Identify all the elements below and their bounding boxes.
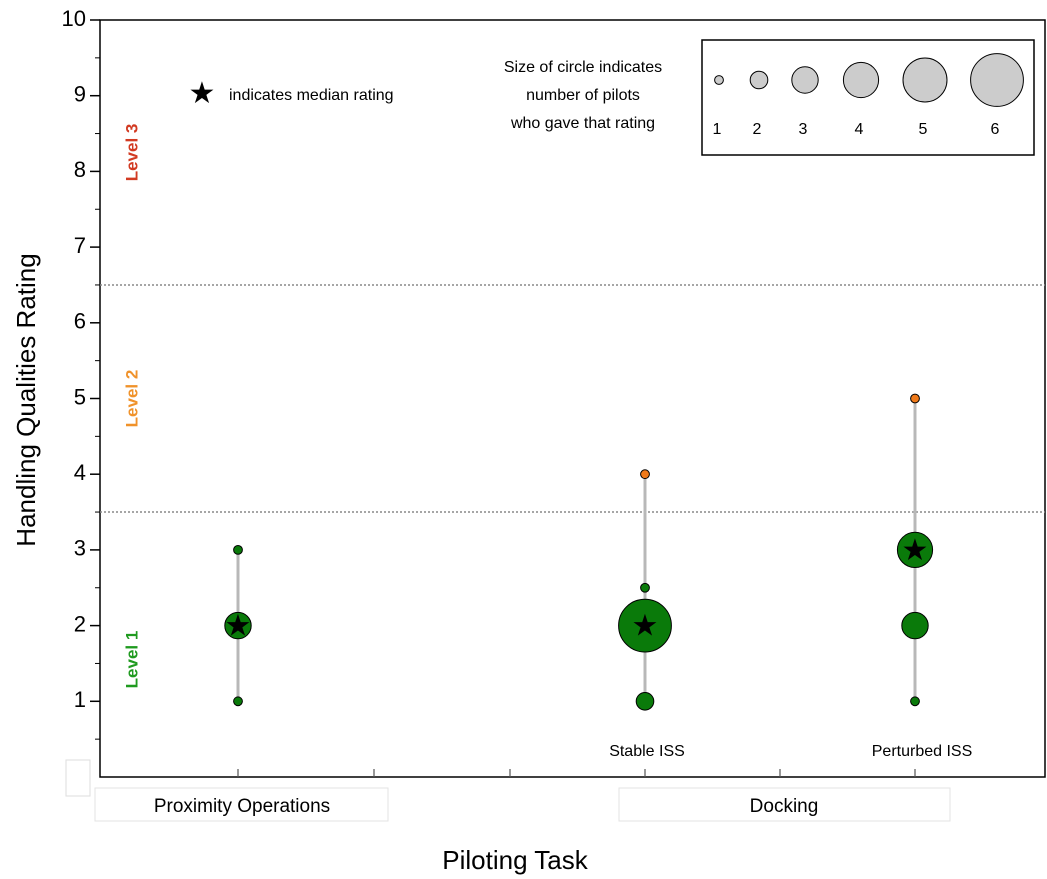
group-label-proximity: Proximity Operations bbox=[154, 796, 330, 817]
rating-point bbox=[233, 545, 243, 555]
y-tick-label: 3 bbox=[74, 536, 86, 561]
size-legend-count: 3 bbox=[799, 121, 808, 138]
rating-point bbox=[635, 692, 655, 711]
y-tick-label: 9 bbox=[74, 82, 86, 107]
rating-point bbox=[233, 696, 243, 707]
level-labels: Level 1 Level 2 Level 3 bbox=[122, 124, 141, 689]
size-legend-circle bbox=[842, 61, 880, 99]
data-series: ★ ★ ★ bbox=[224, 393, 934, 711]
group-box-proximity bbox=[94, 787, 389, 822]
rating-point bbox=[640, 469, 650, 480]
group-box-docking bbox=[618, 787, 951, 822]
rating-point bbox=[618, 598, 672, 653]
y-tick-label: 4 bbox=[74, 460, 86, 485]
size-legend-circle bbox=[714, 75, 724, 85]
size-legend-circle bbox=[902, 57, 948, 103]
size-legend-line-2: number of pilots bbox=[526, 87, 640, 104]
subcategory-label-stable-iss: Stable ISS bbox=[609, 743, 685, 760]
group-box-small bbox=[65, 759, 91, 797]
y-tick-label: 8 bbox=[74, 157, 86, 182]
size-legend-count: 2 bbox=[753, 121, 762, 138]
size-legend-circle bbox=[970, 53, 1024, 107]
y-tick-label: 7 bbox=[74, 233, 86, 258]
y-tick-label: 6 bbox=[74, 309, 86, 334]
level-label: Level 3 bbox=[122, 124, 141, 182]
median-note: ★ indicates median rating bbox=[189, 77, 394, 110]
rating-point bbox=[896, 531, 934, 569]
level-label: Level 2 bbox=[122, 370, 141, 428]
median-star-icon: ★ bbox=[902, 534, 929, 567]
size-legend-line-1: Size of circle indicates bbox=[504, 59, 662, 76]
level-label: Level 1 bbox=[122, 631, 141, 689]
level-boundaries bbox=[100, 284, 1045, 513]
rating-point bbox=[640, 582, 650, 593]
rating-point bbox=[910, 696, 920, 707]
y-tick-label: 1 bbox=[74, 687, 86, 712]
y-tick-label: 2 bbox=[74, 611, 86, 636]
size-legend-items: 1 2 3 4 5 6 bbox=[713, 53, 1024, 138]
y-axis-title: Handling Qualities Rating bbox=[11, 253, 41, 546]
y-tick-label: 5 bbox=[74, 384, 86, 409]
y-tick-label: 10 bbox=[62, 6, 86, 31]
size-legend-count: 1 bbox=[713, 121, 722, 138]
size-legend-circle bbox=[791, 66, 819, 94]
median-note-star-icon: ★ bbox=[189, 77, 216, 110]
rating-point bbox=[901, 611, 929, 640]
size-legend-line-3: who gave that rating bbox=[510, 115, 655, 132]
rating-point bbox=[224, 611, 252, 640]
x-axis bbox=[237, 769, 916, 777]
median-note-text: indicates median rating bbox=[229, 87, 394, 104]
x-axis-title: Piloting Task bbox=[442, 845, 588, 875]
size-legend-circle bbox=[749, 70, 769, 90]
rating-point bbox=[910, 393, 920, 404]
size-legend: Size of circle indicates number of pilot… bbox=[504, 39, 1035, 156]
size-legend-count: 4 bbox=[855, 121, 864, 138]
size-legend-count: 5 bbox=[919, 121, 928, 138]
median-star-icon: ★ bbox=[632, 610, 659, 643]
group-label-docking: Docking bbox=[750, 796, 819, 817]
subcategory-label-perturbed-iss: Perturbed ISS bbox=[872, 743, 973, 760]
y-axis: 1 2 3 4 5 6 7 8 9 10 bbox=[62, 6, 100, 740]
median-star-icon: ★ bbox=[225, 610, 252, 643]
size-legend-count: 6 bbox=[991, 121, 1000, 138]
